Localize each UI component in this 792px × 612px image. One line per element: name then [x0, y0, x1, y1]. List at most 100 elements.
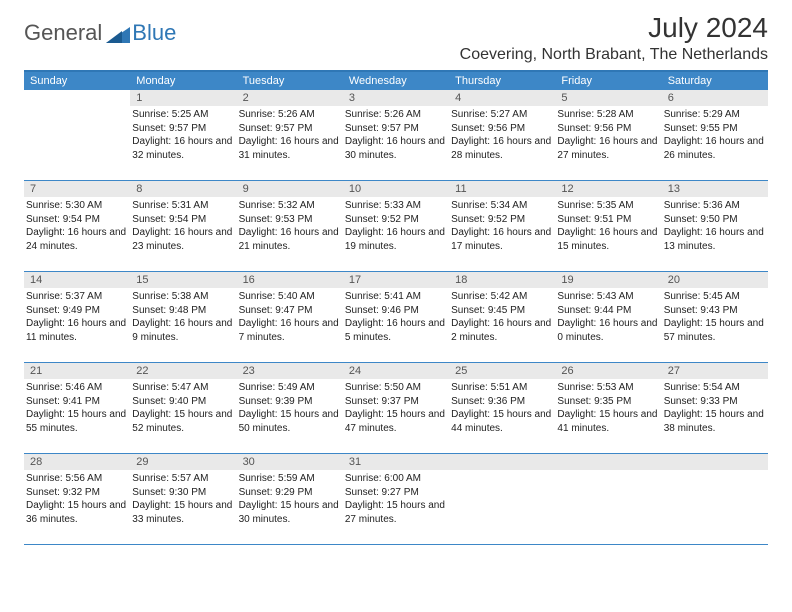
cell-body: Sunrise: 5:27 AMSunset: 9:56 PMDaylight:… [449, 106, 555, 164]
calendar-cell: 17Sunrise: 5:41 AMSunset: 9:46 PMDayligh… [343, 272, 449, 362]
week-row: 7Sunrise: 5:30 AMSunset: 9:54 PMDaylight… [24, 181, 768, 272]
day-number [24, 90, 130, 106]
day-number: 23 [237, 363, 343, 379]
sunset-text: Sunset: 9:35 PM [557, 395, 657, 409]
sunrise-text: Sunrise: 5:38 AM [132, 290, 232, 304]
day-number: 16 [237, 272, 343, 288]
daylight-text: Daylight: 16 hours and 31 minutes. [239, 135, 339, 162]
sunrise-text: Sunrise: 5:49 AM [239, 381, 339, 395]
cell-body: Sunrise: 5:42 AMSunset: 9:45 PMDaylight:… [449, 288, 555, 346]
sunrise-text: Sunrise: 6:00 AM [345, 472, 445, 486]
sunrise-text: Sunrise: 5:26 AM [239, 108, 339, 122]
daylight-text: Daylight: 16 hours and 30 minutes. [345, 135, 445, 162]
cell-body: Sunrise: 5:36 AMSunset: 9:50 PMDaylight:… [662, 197, 768, 255]
sunrise-text: Sunrise: 5:31 AM [132, 199, 232, 213]
day-number: 24 [343, 363, 449, 379]
sunset-text: Sunset: 9:37 PM [345, 395, 445, 409]
day-header: Saturday [662, 72, 768, 90]
daylight-text: Daylight: 16 hours and 13 minutes. [664, 226, 764, 253]
title-block: July 2024 Coevering, North Brabant, The … [460, 12, 768, 64]
daylight-text: Daylight: 16 hours and 27 minutes. [557, 135, 657, 162]
daylight-text: Daylight: 15 hours and 57 minutes. [664, 317, 764, 344]
cell-body [555, 470, 661, 474]
sunset-text: Sunset: 9:52 PM [451, 213, 551, 227]
daylight-text: Daylight: 15 hours and 50 minutes. [239, 408, 339, 435]
page-title: July 2024 [460, 12, 768, 44]
calendar-cell: 22Sunrise: 5:47 AMSunset: 9:40 PMDayligh… [130, 363, 236, 453]
sunset-text: Sunset: 9:56 PM [557, 122, 657, 136]
sunset-text: Sunset: 9:50 PM [664, 213, 764, 227]
weeks-container: 1Sunrise: 5:25 AMSunset: 9:57 PMDaylight… [24, 90, 768, 545]
sunset-text: Sunset: 9:27 PM [345, 486, 445, 500]
calendar-cell: 4Sunrise: 5:27 AMSunset: 9:56 PMDaylight… [449, 90, 555, 180]
day-number: 29 [130, 454, 236, 470]
sunset-text: Sunset: 9:49 PM [26, 304, 126, 318]
sunset-text: Sunset: 9:51 PM [557, 213, 657, 227]
sunset-text: Sunset: 9:33 PM [664, 395, 764, 409]
calendar-cell [555, 454, 661, 544]
day-number: 17 [343, 272, 449, 288]
cell-body: Sunrise: 5:57 AMSunset: 9:30 PMDaylight:… [130, 470, 236, 528]
sunset-text: Sunset: 9:53 PM [239, 213, 339, 227]
cell-body: Sunrise: 5:50 AMSunset: 9:37 PMDaylight:… [343, 379, 449, 437]
day-header: Wednesday [343, 72, 449, 90]
logo-triangle-icon [106, 23, 130, 43]
calendar-cell: 18Sunrise: 5:42 AMSunset: 9:45 PMDayligh… [449, 272, 555, 362]
calendar-cell: 3Sunrise: 5:26 AMSunset: 9:57 PMDaylight… [343, 90, 449, 180]
sunset-text: Sunset: 9:56 PM [451, 122, 551, 136]
cell-body: Sunrise: 5:31 AMSunset: 9:54 PMDaylight:… [130, 197, 236, 255]
cell-body [449, 470, 555, 474]
day-number [449, 454, 555, 470]
day-number: 2 [237, 90, 343, 106]
day-number: 18 [449, 272, 555, 288]
daylight-text: Daylight: 16 hours and 19 minutes. [345, 226, 445, 253]
day-number: 15 [130, 272, 236, 288]
calendar-cell: 27Sunrise: 5:54 AMSunset: 9:33 PMDayligh… [662, 363, 768, 453]
cell-body: Sunrise: 5:45 AMSunset: 9:43 PMDaylight:… [662, 288, 768, 346]
calendar: SundayMondayTuesdayWednesdayThursdayFrid… [24, 70, 768, 545]
sunrise-text: Sunrise: 5:43 AM [557, 290, 657, 304]
cell-body: Sunrise: 5:35 AMSunset: 9:51 PMDaylight:… [555, 197, 661, 255]
sunset-text: Sunset: 9:43 PM [664, 304, 764, 318]
sunrise-text: Sunrise: 5:32 AM [239, 199, 339, 213]
cell-body: Sunrise: 5:59 AMSunset: 9:29 PMDaylight:… [237, 470, 343, 528]
day-header: Friday [555, 72, 661, 90]
calendar-cell: 30Sunrise: 5:59 AMSunset: 9:29 PMDayligh… [237, 454, 343, 544]
calendar-cell: 23Sunrise: 5:49 AMSunset: 9:39 PMDayligh… [237, 363, 343, 453]
sunrise-text: Sunrise: 5:33 AM [345, 199, 445, 213]
sunset-text: Sunset: 9:47 PM [239, 304, 339, 318]
calendar-cell: 7Sunrise: 5:30 AMSunset: 9:54 PMDaylight… [24, 181, 130, 271]
cell-body: Sunrise: 5:26 AMSunset: 9:57 PMDaylight:… [237, 106, 343, 164]
calendar-cell [24, 90, 130, 180]
cell-body: Sunrise: 5:53 AMSunset: 9:35 PMDaylight:… [555, 379, 661, 437]
daylight-text: Daylight: 15 hours and 38 minutes. [664, 408, 764, 435]
daylight-text: Daylight: 16 hours and 2 minutes. [451, 317, 551, 344]
day-number: 28 [24, 454, 130, 470]
day-number: 19 [555, 272, 661, 288]
day-header: Tuesday [237, 72, 343, 90]
sunset-text: Sunset: 9:57 PM [239, 122, 339, 136]
sunrise-text: Sunrise: 5:25 AM [132, 108, 232, 122]
calendar-cell: 5Sunrise: 5:28 AMSunset: 9:56 PMDaylight… [555, 90, 661, 180]
sunrise-text: Sunrise: 5:35 AM [557, 199, 657, 213]
sunrise-text: Sunrise: 5:51 AM [451, 381, 551, 395]
calendar-cell [662, 454, 768, 544]
day-number: 11 [449, 181, 555, 197]
sunrise-text: Sunrise: 5:36 AM [664, 199, 764, 213]
calendar-cell: 1Sunrise: 5:25 AMSunset: 9:57 PMDaylight… [130, 90, 236, 180]
location-subtitle: Coevering, North Brabant, The Netherland… [460, 46, 768, 64]
sunrise-text: Sunrise: 5:37 AM [26, 290, 126, 304]
logo-text-general: General [24, 20, 102, 46]
sunset-text: Sunset: 9:48 PM [132, 304, 232, 318]
sunrise-text: Sunrise: 5:57 AM [132, 472, 232, 486]
calendar-cell: 31Sunrise: 6:00 AMSunset: 9:27 PMDayligh… [343, 454, 449, 544]
day-number: 4 [449, 90, 555, 106]
sunrise-text: Sunrise: 5:59 AM [239, 472, 339, 486]
cell-body: Sunrise: 5:54 AMSunset: 9:33 PMDaylight:… [662, 379, 768, 437]
cell-body [662, 470, 768, 474]
cell-body: Sunrise: 5:49 AMSunset: 9:39 PMDaylight:… [237, 379, 343, 437]
daylight-text: Daylight: 16 hours and 7 minutes. [239, 317, 339, 344]
calendar-cell: 28Sunrise: 5:56 AMSunset: 9:32 PMDayligh… [24, 454, 130, 544]
daylight-text: Daylight: 15 hours and 44 minutes. [451, 408, 551, 435]
calendar-cell: 16Sunrise: 5:40 AMSunset: 9:47 PMDayligh… [237, 272, 343, 362]
